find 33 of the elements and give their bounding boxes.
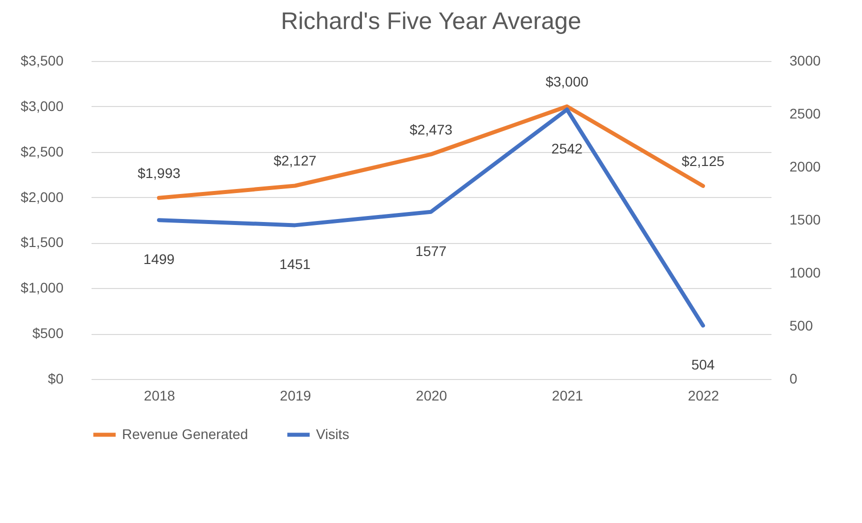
y-tick-label: $2,000: [20, 188, 64, 205]
data-label: 2542: [551, 140, 583, 157]
y-tick-label: $500: [32, 325, 64, 342]
y2-tick-label: 3000: [790, 52, 821, 68]
y-tick-label: $0: [48, 370, 64, 386]
y2-tick-label: 1000: [790, 264, 821, 280]
y-tick-label: $1,500: [20, 234, 64, 250]
data-label: $2,125: [682, 152, 725, 169]
x-tick-label: 2020: [416, 388, 448, 404]
data-label: 1577: [415, 242, 447, 259]
y2-tick-label: 2500: [790, 106, 821, 122]
y-tick-label: $2,500: [20, 143, 64, 160]
y2-tick-label: 0: [790, 370, 798, 386]
y2-tick-label: 1500: [790, 212, 821, 228]
data-label: 1451: [279, 256, 311, 272]
y2-tick-label: 2000: [790, 158, 821, 174]
data-label: 504: [691, 356, 715, 373]
chart-title: Richard's Five Year Average: [280, 8, 582, 35]
x-tick-label: 2019: [280, 388, 312, 404]
x-tick-label: 2021: [552, 388, 584, 404]
y-tick-label: $1,000: [20, 280, 64, 296]
legend-label: Visits: [316, 426, 350, 442]
legend-label: Revenue Generated: [122, 426, 248, 442]
data-label: 1499: [143, 251, 175, 268]
data-label: $2,127: [274, 152, 317, 169]
data-label: $3,000: [546, 73, 589, 90]
y-tick-label: $3,000: [20, 98, 64, 114]
y2-tick-label: 500: [790, 318, 814, 334]
y-tick-label: $3,500: [20, 52, 64, 68]
data-label: $1,993: [138, 164, 181, 181]
x-tick-label: 2022: [688, 388, 720, 404]
x-tick-label: 2018: [144, 388, 176, 404]
data-label: $2,473: [410, 121, 453, 138]
